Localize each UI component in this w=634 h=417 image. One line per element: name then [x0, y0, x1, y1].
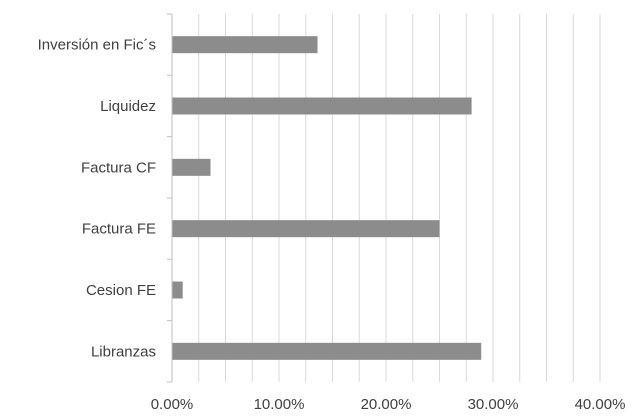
category-label: Factura FE	[82, 221, 156, 238]
y-axis	[167, 13, 173, 383]
x-tick-label: 20.00%	[361, 396, 412, 413]
bar	[172, 220, 440, 238]
category-label: Factura CF	[81, 159, 156, 176]
grid-lines	[198, 14, 601, 382]
x-tick-label: 40.00%	[575, 396, 626, 413]
bar	[172, 158, 211, 176]
x-tick-label: 0.00%	[151, 396, 194, 413]
x-tick-label: 30.00%	[468, 396, 519, 413]
category-label: Liquidez	[100, 98, 156, 115]
bars	[172, 36, 482, 360]
x-tick-labels: 0.00% 10.00% 20.00% 30.00% 40.00%	[151, 396, 626, 413]
bar	[172, 97, 472, 115]
category-label: Cesion FE	[86, 282, 156, 299]
category-label: Libranzas	[91, 343, 156, 360]
x-tick-label: 10.00%	[254, 396, 305, 413]
category-labels: Inversión en Fic´s Liquidez Factura CF Fact…	[38, 37, 156, 361]
category-label: Inversión en Fic´s	[38, 37, 156, 54]
bar	[172, 281, 183, 299]
bar	[172, 342, 482, 360]
bar	[172, 36, 318, 54]
